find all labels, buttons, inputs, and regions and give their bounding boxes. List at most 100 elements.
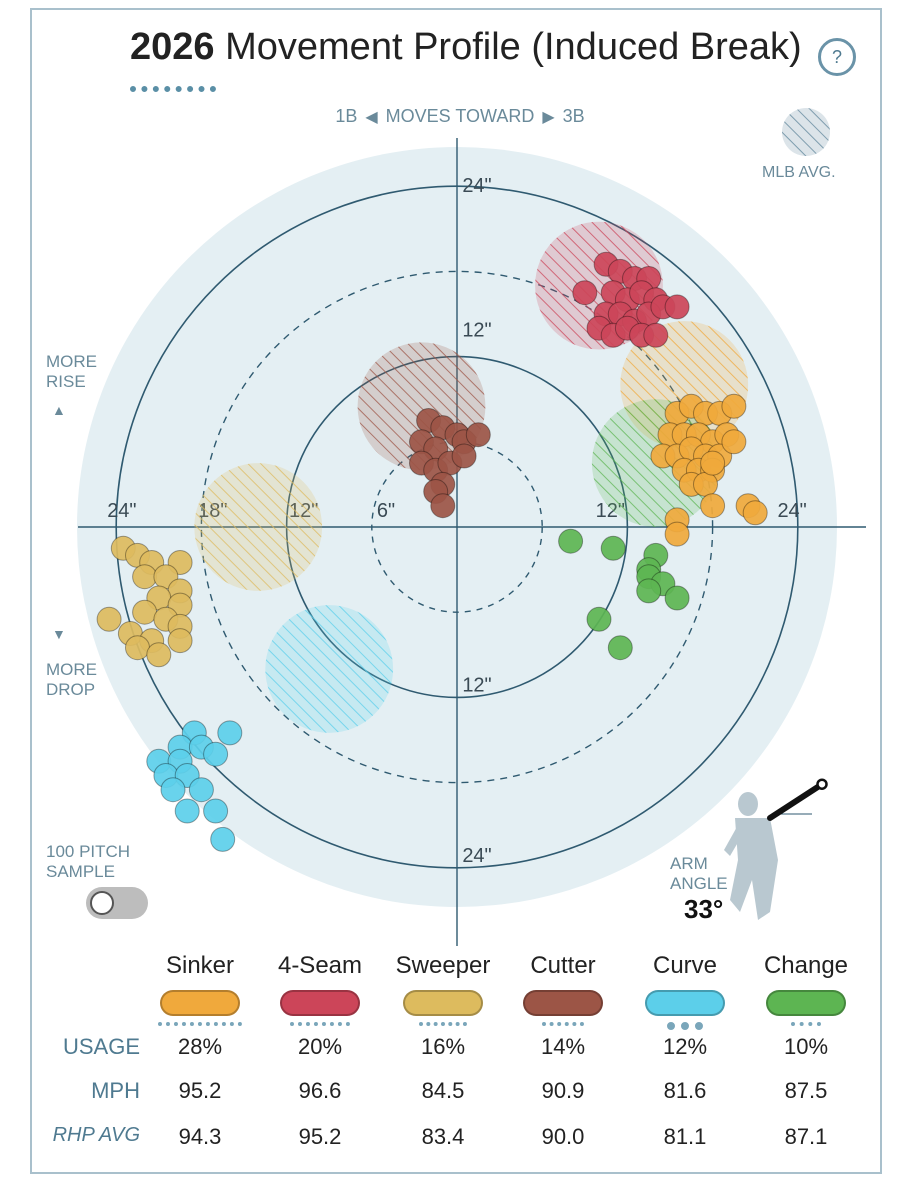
point-change-0 xyxy=(558,528,584,554)
usage-indicator xyxy=(667,1022,703,1030)
mph-value-sweeper: 84.5 xyxy=(421,1078,465,1103)
pitch-column-cutter[interactable]: Cutter xyxy=(508,952,618,1026)
mlb-avg-sweeper xyxy=(194,463,323,591)
mlb-avg-curve xyxy=(265,605,394,733)
point-change-8 xyxy=(586,606,612,632)
ring-label-right-24: 24" xyxy=(777,500,806,522)
pitch-name: 4-Seam xyxy=(277,952,363,979)
point-curve-1 xyxy=(217,720,243,746)
toggle-knob xyxy=(90,891,114,915)
point-cutter-10 xyxy=(451,443,477,469)
usage-indicator xyxy=(290,1022,350,1026)
pitch-name: Sinker xyxy=(165,952,235,979)
left-triangle-icon: ◀ xyxy=(365,108,378,126)
arm-angle-label: ARM ANGLE xyxy=(670,854,728,893)
mph-value-sinker: 95.2 xyxy=(178,1078,222,1103)
pitch-column-change[interactable]: Change xyxy=(751,952,861,1026)
point-sweeper-16 xyxy=(125,635,150,661)
pitch-column-sinker[interactable]: Sinker xyxy=(145,952,255,1026)
pitch-column-4-seam[interactable]: 4-Seam xyxy=(265,952,375,1026)
point-sinker-21 xyxy=(700,450,726,476)
sample-toggle[interactable] xyxy=(86,887,148,919)
ring-label-left-24: 24" xyxy=(107,500,136,522)
point-4-seam-14 xyxy=(664,294,690,320)
pitch-color-pill xyxy=(403,990,483,1016)
pitch-name: Cutter xyxy=(530,952,596,979)
pitch-color-pill xyxy=(280,990,360,1016)
point-change-9 xyxy=(607,635,633,661)
down-triangle-icon: ▼ xyxy=(52,626,66,642)
ring-label-top-12: 12" xyxy=(462,320,491,342)
rhp-avg-value-sinker: 94.3 xyxy=(178,1124,222,1149)
page-title: 2026 Movement Profile (Induced Break) xyxy=(130,26,802,69)
ring-label-bottom-24: 24" xyxy=(462,845,491,867)
title-text: Movement Profile (Induced Break) xyxy=(225,26,802,68)
point-curve-13 xyxy=(210,826,236,852)
usage-value-4-seam: 20% xyxy=(297,1034,343,1059)
pitch-color-pill xyxy=(766,990,846,1016)
direction-right: 3B xyxy=(562,106,585,126)
pitch-column-sweeper[interactable]: Sweeper xyxy=(388,952,498,1026)
usage-indicator xyxy=(791,1022,821,1026)
point-4-seam-19 xyxy=(643,322,669,348)
mph-value-curve: 81.6 xyxy=(663,1078,707,1103)
title-underline xyxy=(130,86,216,92)
point-sweeper-17 xyxy=(146,642,172,668)
point-cutter-6 xyxy=(465,422,491,448)
mlb-avg-legend-label: MLB AVG. xyxy=(762,164,836,181)
point-sinker-4 xyxy=(721,393,747,419)
usage-indicator xyxy=(419,1022,467,1026)
point-4-seam-4 xyxy=(572,280,598,306)
ring-label-left-6: 6" xyxy=(377,500,395,522)
usage-value-cutter: 14% xyxy=(540,1034,586,1059)
up-triangle-icon: ▲ xyxy=(52,402,66,418)
direction-middle: MOVES TOWARD xyxy=(385,106,535,126)
usage-value-change: 10% xyxy=(783,1034,829,1059)
rhp-avg-value-change: 87.1 xyxy=(784,1124,828,1149)
arm-angle-line xyxy=(767,781,825,821)
ring-label-bottom-12: 12" xyxy=(462,675,491,697)
point-sweeper-4 xyxy=(132,564,158,590)
point-curve-11 xyxy=(174,798,200,824)
point-sinker-23 xyxy=(742,500,768,526)
point-sweeper-12 xyxy=(96,606,122,632)
usage-indicator xyxy=(158,1022,242,1026)
point-curve-9 xyxy=(160,777,186,803)
point-sinker-15 xyxy=(721,429,747,455)
point-sweeper-15 xyxy=(167,628,193,654)
usage-value-sinker: 28% xyxy=(177,1034,223,1059)
point-sinker-20 xyxy=(693,471,718,497)
more-rise-label: MORE RISE xyxy=(46,352,97,391)
mph-value-4-seam: 96.6 xyxy=(298,1078,342,1103)
mph-value-cutter: 90.9 xyxy=(541,1078,585,1103)
rhp-avg-value-sweeper: 83.4 xyxy=(421,1124,465,1149)
pitch-column-curve[interactable]: Curve xyxy=(630,952,740,1030)
mlb-avg-legend-swatch xyxy=(782,108,830,156)
arm-angle-ball xyxy=(816,778,828,790)
row-label-rhp-avg: RHP AVG xyxy=(52,1124,140,1146)
right-triangle-icon: ▶ xyxy=(542,108,555,126)
point-change-7 xyxy=(664,585,690,611)
pitch-name: Curve xyxy=(652,952,718,979)
row-label-mph: MPH xyxy=(91,1078,140,1103)
usage-value-curve: 12% xyxy=(662,1034,708,1059)
pitch-color-pill xyxy=(160,990,240,1016)
point-sinker-24 xyxy=(700,493,726,519)
point-change-6 xyxy=(636,578,662,604)
point-change-1 xyxy=(600,535,626,561)
question-mark-icon[interactable]: ? xyxy=(818,38,856,76)
pitch-name: Sweeper xyxy=(395,952,491,979)
point-curve-10 xyxy=(188,777,214,803)
direction-label: 1B ◀ MOVES TOWARD ▶ 3B xyxy=(330,106,590,127)
more-drop-label: MORE DROP xyxy=(46,660,97,699)
mph-value-change: 87.5 xyxy=(784,1078,828,1103)
point-curve-4 xyxy=(203,741,229,767)
pitcher-silhouette-icon xyxy=(724,792,812,920)
pitch-color-pill xyxy=(645,990,725,1016)
arm-angle-value: 33° xyxy=(684,894,724,924)
point-curve-12 xyxy=(203,798,229,824)
rhp-avg-value-4-seam: 95.2 xyxy=(298,1124,342,1149)
rhp-avg-value-curve: 81.1 xyxy=(663,1124,707,1149)
point-cutter-13 xyxy=(430,493,456,519)
